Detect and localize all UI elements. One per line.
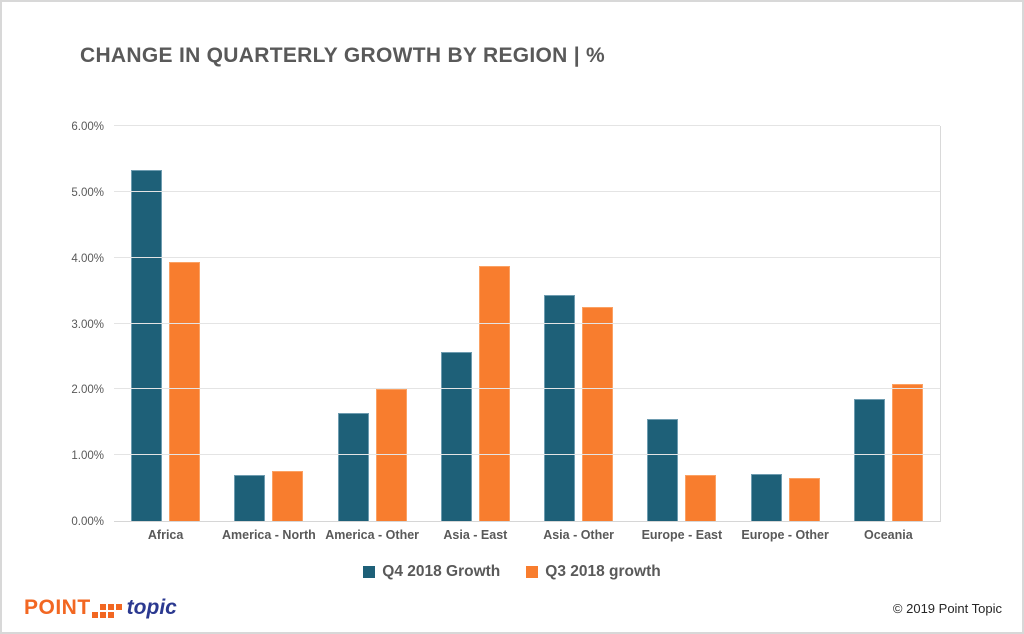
bar-group-europe-east (630, 126, 733, 521)
logo-dots-icon (91, 603, 124, 619)
bar-group-america-north (217, 126, 320, 521)
bar-q3-2018-growth-america-north (272, 470, 304, 521)
bar-group-asia-east (424, 126, 527, 521)
x-axis-label-asia-east: Asia - East (443, 528, 508, 542)
gridline (114, 388, 940, 390)
logo-topic-text: topic (126, 596, 177, 619)
bar-q3-2018-growth-europe-east (685, 474, 717, 521)
legend: Q4 2018 Growth Q3 2018 growth (2, 563, 1022, 581)
bar-q3-2018-growth-asia-east (478, 265, 510, 521)
x-axis-label-europe-other: Europe - Other (741, 528, 829, 542)
bar-group-america-other (321, 126, 424, 521)
point-topic-logo: POINT topic (24, 596, 177, 620)
legend-swatch-icon (526, 566, 539, 578)
logo-point-text: POINT (24, 596, 91, 619)
x-axis-label-europe-east: Europe - East (641, 528, 723, 542)
x-axis-label-america-north: America - North (221, 528, 316, 542)
bar-q4-2018-growth-europe-east (647, 418, 679, 521)
chart-title: CHANGE IN QUARTERLY GROWTH BY REGION | % (80, 44, 606, 67)
gridline (114, 256, 940, 258)
bar-q4-2018-growth-europe-other (750, 474, 782, 521)
legend-item-q3-2018-growth: Q3 2018 growth (526, 563, 661, 581)
bar-q3-2018-growth-oceania (891, 384, 923, 521)
bar-q4-2018-growth-oceania (853, 399, 885, 521)
plot-area: 0.00% 1.00% 2.00% 3.00% 4.00% 5.00% 6.00% (71, 121, 941, 528)
bar-q4-2018-growth-america-other (337, 413, 369, 521)
y-tick-label: 5.00% (71, 186, 104, 199)
legend-label: Q3 2018 growth (545, 563, 661, 580)
bar-q3-2018-growth-america-other (375, 389, 407, 521)
bar-q4-2018-growth-africa (131, 170, 163, 521)
copyright-text: © 2019 Point Topic (892, 601, 1002, 616)
y-tick-label: 2.00% (71, 384, 104, 397)
bar-q4-2018-growth-asia-east (440, 352, 472, 521)
bar-q3-2018-growth-europe-other (788, 477, 820, 521)
x-axis-label-america-other: America - Other (325, 528, 420, 542)
gridline (114, 190, 940, 192)
legend-swatch-icon (363, 566, 376, 578)
bar-q3-2018-growth-asia-other (582, 307, 614, 521)
bar-group-oceania (837, 126, 940, 521)
bar-group-asia-other (527, 126, 630, 521)
bar-q4-2018-growth-america-north (234, 474, 266, 521)
bar-q4-2018-growth-asia-other (544, 294, 576, 521)
y-tick-label: 6.00% (71, 121, 104, 133)
bar-groups (114, 126, 940, 521)
y-tick-label: 1.00% (71, 450, 104, 463)
y-tick-label: 3.00% (71, 318, 104, 331)
bar-q3-2018-growth-africa (169, 262, 201, 521)
bar-group-africa (114, 126, 217, 521)
gridline (114, 454, 940, 456)
bar-group-europe-other (734, 126, 837, 521)
x-axis-labels: Africa America - North America - Other Asia… (114, 528, 940, 542)
x-axis-label-asia-other: Asia - Other (543, 528, 615, 542)
legend-item-q4-2018-growth: Q4 2018 Growth (363, 563, 500, 581)
y-tick-label: 4.00% (71, 252, 104, 265)
y-tick-label: 0.00% (71, 516, 104, 528)
legend-label: Q4 2018 Growth (382, 563, 501, 580)
x-axis-label-africa: Africa (147, 528, 184, 542)
gridline (114, 322, 940, 324)
gridline (114, 125, 940, 126)
x-axis-label-oceania: Oceania (864, 528, 913, 542)
